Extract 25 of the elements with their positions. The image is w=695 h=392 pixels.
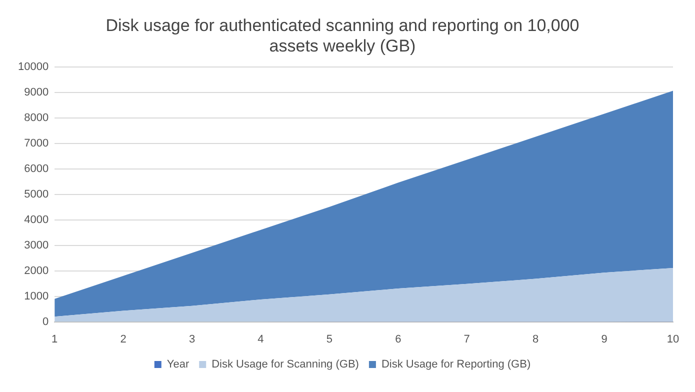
legend-label: Disk Usage for Reporting (GB) (381, 358, 531, 371)
y-tick-label: 4000 (24, 214, 49, 226)
x-tick-label: 5 (326, 333, 332, 346)
x-tick-label: 2 (120, 333, 126, 346)
y-tick-label: 3000 (24, 239, 49, 252)
x-tick-label: 3 (188, 333, 196, 346)
y-tick-label: 1000 (24, 290, 49, 302)
y-tick-label: 5000 (24, 188, 49, 200)
y-tick-label: 6000 (24, 162, 49, 175)
y-tick-label: 10000 (18, 60, 49, 73)
y-tick-label: 0 (42, 316, 49, 328)
x-tick-label: 1 (52, 333, 58, 346)
y-tick-label: 8000 (24, 112, 49, 124)
x-tick-label: 8 (532, 333, 539, 346)
y-tick-label: 2000 (24, 264, 49, 277)
chart-title: Disk usage for authenticated scanning and reporting on 10,000 assets weekly (GB) (106, 16, 580, 56)
x-tick-label: 9 (601, 333, 608, 346)
x-tick-label: 7 (464, 333, 470, 346)
y-tick-label: 7000 (24, 137, 49, 150)
legend-label: Disk Usage for Scanning (GB) (212, 358, 359, 371)
legend-label: Year (166, 358, 190, 371)
x-tick-label: 10 (666, 333, 680, 346)
x-tick-label: 6 (395, 333, 402, 346)
y-tick-label: 9000 (24, 86, 49, 98)
x-tick-label: 4 (258, 333, 264, 346)
